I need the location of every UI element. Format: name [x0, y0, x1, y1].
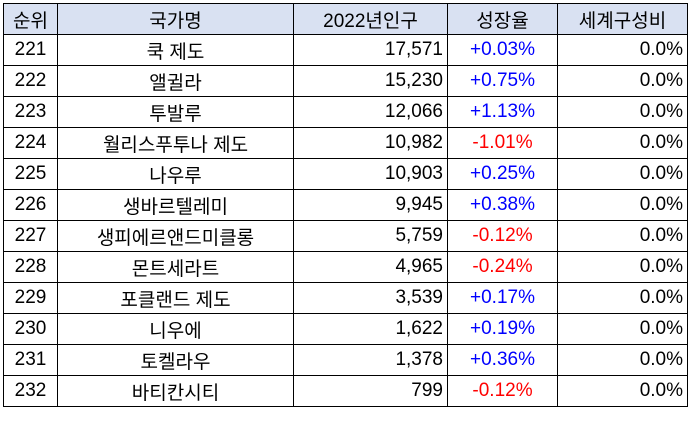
rank-cell: 222 [3, 65, 58, 97]
world-share-cell: 0.0% [557, 158, 688, 190]
growth-rate-cell: -0.12% [447, 220, 558, 252]
rank-cell: 224 [3, 127, 58, 159]
rank-cell: 230 [3, 313, 58, 345]
table-row: 228 몬트세라트 4,965 -0.24% 0.0% [3, 251, 688, 283]
world-share-cell: 0.0% [557, 220, 688, 252]
table-row: 229 포클랜드 제도 3,539 +0.17% 0.0% [3, 282, 688, 314]
growth-rate-cell: -0.12% [447, 375, 558, 407]
header-row: 순위 국가명 2022년인구 성장율 세계구성비 [3, 3, 688, 35]
population-table-container: 순위 국가명 2022년인구 성장율 세계구성비 221 쿡 제도 17,571 +0… [3, 3, 688, 407]
table-row: 225 나우루 10,903 +0.25% 0.0% [3, 158, 688, 190]
world-share-cell: 0.0% [557, 282, 688, 314]
world-share-cell: 0.0% [557, 313, 688, 345]
population-cell: 9,945 [293, 189, 448, 221]
table-row: 232 바티칸시티 799 -0.12% 0.0% [3, 375, 688, 407]
growth-rate-cell: +0.36% [447, 344, 558, 376]
rank-cell: 232 [3, 375, 58, 407]
country-cell: 생피에르앤드미클롱 [57, 220, 294, 252]
rank-cell: 228 [3, 251, 58, 283]
growth-rate-cell: +0.38% [447, 189, 558, 221]
table-row: 223 투발루 12,066 +1.13% 0.0% [3, 96, 688, 128]
world-share-cell: 0.0% [557, 344, 688, 376]
world-share-cell: 0.0% [557, 65, 688, 97]
world-share-cell: 0.0% [557, 34, 688, 66]
population-cell: 17,571 [293, 34, 448, 66]
population-cell: 4,965 [293, 251, 448, 283]
growth-rate-cell: +0.17% [447, 282, 558, 314]
header-growth: 성장율 [447, 3, 558, 35]
table-row: 230 니우에 1,622 +0.19% 0.0% [3, 313, 688, 345]
country-cell: 바티칸시티 [57, 375, 294, 407]
population-cell: 5,759 [293, 220, 448, 252]
rank-cell: 226 [3, 189, 58, 221]
country-cell: 니우에 [57, 313, 294, 345]
country-cell: 토켈라우 [57, 344, 294, 376]
growth-rate-cell: -1.01% [447, 127, 558, 159]
header-population: 2022년인구 [293, 3, 448, 35]
growth-rate-cell: +0.75% [447, 65, 558, 97]
table-row: 224 월리스푸투나 제도 10,982 -1.01% 0.0% [3, 127, 688, 159]
growth-rate-cell: +0.03% [447, 34, 558, 66]
rank-cell: 231 [3, 344, 58, 376]
growth-rate-cell: +0.19% [447, 313, 558, 345]
population-cell: 3,539 [293, 282, 448, 314]
growth-rate-cell: +0.25% [447, 158, 558, 190]
country-cell: 투발루 [57, 96, 294, 128]
rank-cell: 223 [3, 96, 58, 128]
world-share-cell: 0.0% [557, 375, 688, 407]
population-cell: 10,982 [293, 127, 448, 159]
rank-cell: 225 [3, 158, 58, 190]
country-cell: 생바르텔레미 [57, 189, 294, 221]
world-share-cell: 0.0% [557, 251, 688, 283]
header-world-share: 세계구성비 [557, 3, 688, 35]
table-row: 231 토켈라우 1,378 +0.36% 0.0% [3, 344, 688, 376]
table-row: 222 앨귈라 15,230 +0.75% 0.0% [3, 65, 688, 97]
rank-cell: 229 [3, 282, 58, 314]
table-row: 227 생피에르앤드미클롱 5,759 -0.12% 0.0% [3, 220, 688, 252]
rank-cell: 221 [3, 34, 58, 66]
population-cell: 12,066 [293, 96, 448, 128]
population-cell: 1,622 [293, 313, 448, 345]
country-cell: 포클랜드 제도 [57, 282, 294, 314]
table-body: 221 쿡 제도 17,571 +0.03% 0.0% 222 앨귈라 15,230 +0.75… [3, 34, 688, 407]
table-row: 221 쿡 제도 17,571 +0.03% 0.0% [3, 34, 688, 66]
header-country: 국가명 [57, 3, 294, 35]
country-cell: 월리스푸투나 제도 [57, 127, 294, 159]
rank-cell: 227 [3, 220, 58, 252]
world-share-cell: 0.0% [557, 96, 688, 128]
population-cell: 799 [293, 375, 448, 407]
header-rank: 순위 [3, 3, 58, 35]
table-row: 226 생바르텔레미 9,945 +0.38% 0.0% [3, 189, 688, 221]
world-share-cell: 0.0% [557, 189, 688, 221]
population-table: 순위 국가명 2022년인구 성장율 세계구성비 221 쿡 제도 17,571 +0… [3, 3, 688, 407]
country-cell: 쿡 제도 [57, 34, 294, 66]
country-cell: 몬트세라트 [57, 251, 294, 283]
world-share-cell: 0.0% [557, 127, 688, 159]
growth-rate-cell: -0.24% [447, 251, 558, 283]
population-cell: 1,378 [293, 344, 448, 376]
country-cell: 앨귈라 [57, 65, 294, 97]
growth-rate-cell: +1.13% [447, 96, 558, 128]
population-cell: 10,903 [293, 158, 448, 190]
population-cell: 15,230 [293, 65, 448, 97]
country-cell: 나우루 [57, 158, 294, 190]
